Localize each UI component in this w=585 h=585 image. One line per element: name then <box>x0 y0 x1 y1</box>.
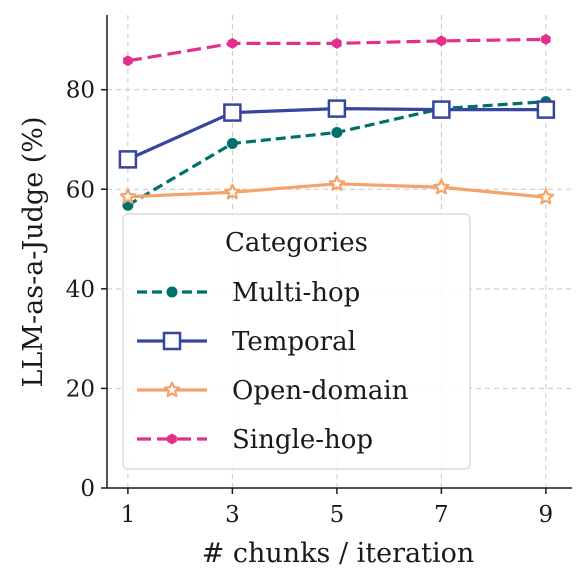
data-point <box>226 137 238 149</box>
legend: Categories Multi-hop Temporal Open-domain Si… <box>122 213 471 470</box>
x-tick-label: 3 <box>225 502 240 528</box>
y-tick-label: 40 <box>66 277 95 303</box>
data-point <box>224 183 241 200</box>
data-point <box>118 150 138 169</box>
legend-entry: Multi-hop <box>137 278 360 308</box>
data-point <box>436 35 447 47</box>
series-layer <box>118 33 556 211</box>
legend-marker <box>163 381 181 398</box>
x-tick-label: 1 <box>121 502 136 528</box>
data-point <box>537 188 555 205</box>
legend-box <box>122 213 471 470</box>
y-tick-label: 0 <box>80 476 95 502</box>
series-single-hop <box>123 33 551 67</box>
data-point <box>327 99 347 118</box>
series-open-domain <box>119 175 555 205</box>
data-point <box>536 100 556 119</box>
legend-entry: Single-hop <box>137 425 373 455</box>
data-point <box>332 37 342 49</box>
x-tick-label: 7 <box>434 502 449 528</box>
y-tick-label: 60 <box>66 177 95 203</box>
data-point <box>331 127 343 139</box>
y-tick-label: 20 <box>66 376 95 402</box>
data-point <box>223 103 242 122</box>
legend-label: Open-domain <box>232 376 409 406</box>
x-axis-label: # chunks / iteration <box>202 538 475 569</box>
legend-entry: Temporal <box>137 327 356 357</box>
legend-label: Single-hop <box>232 425 373 455</box>
legend-marker <box>167 433 177 445</box>
legend-marker <box>166 286 178 298</box>
x-tick-label: 9 <box>539 502 554 528</box>
legend-label: Multi-hop <box>232 278 360 308</box>
legend-marker <box>162 331 182 351</box>
data-point <box>433 178 450 195</box>
legend-title: Categories <box>225 228 368 258</box>
series-temporal <box>118 99 556 169</box>
legend-label: Temporal <box>232 327 356 357</box>
legend-entry: Open-domain <box>137 376 409 406</box>
data-point <box>328 175 346 191</box>
data-point <box>227 37 238 49</box>
data-point <box>432 100 451 119</box>
data-point <box>119 188 137 204</box>
data-point <box>123 55 133 67</box>
y-axis-label: LLM-as-a-Judge (%) <box>18 117 49 388</box>
y-tick-label: 80 <box>66 78 95 104</box>
axes: 1 3 5 7 9 0 20 40 60 80 <box>66 15 572 528</box>
x-tick-label: 5 <box>330 502 345 528</box>
data-point <box>541 33 551 45</box>
